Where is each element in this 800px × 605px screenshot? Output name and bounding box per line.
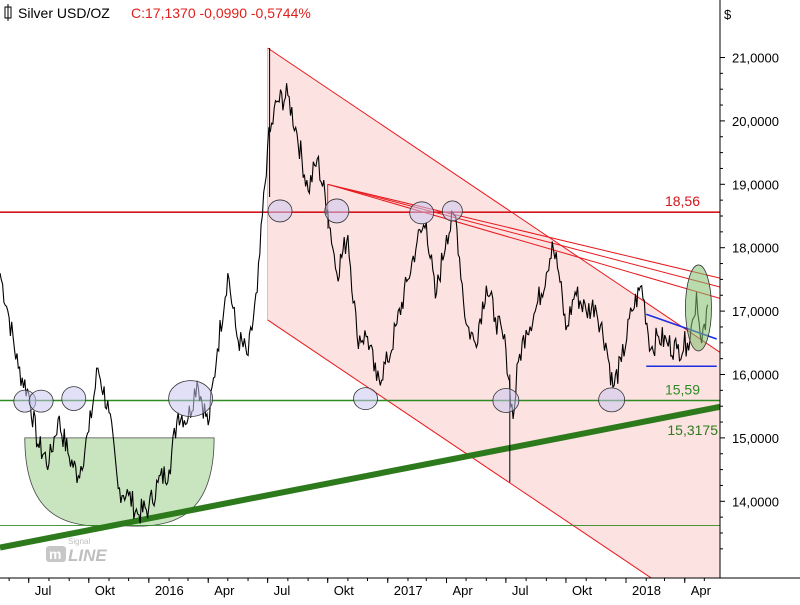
level-label-1: 15,59 xyxy=(665,381,700,397)
x-tick-label: Jul xyxy=(35,583,52,598)
price-series-line xyxy=(0,83,709,524)
x-tick-label: 2016 xyxy=(155,583,184,598)
x-tick-label: Apr xyxy=(214,583,235,598)
watermark-logo: m LINE Signal xyxy=(46,537,107,565)
touch-circle-6 xyxy=(353,387,378,410)
chart-symbol: Silver USD/OZ xyxy=(18,5,110,21)
touch-circle-1 xyxy=(28,389,54,413)
y-tick-label: 20,0000 xyxy=(732,114,779,129)
resistance-fan-line-0 xyxy=(327,183,720,288)
x-tick-label: Okt xyxy=(572,583,593,598)
touch-circle-7 xyxy=(409,201,435,225)
touch-circle-3 xyxy=(168,380,214,417)
watermark-badge xyxy=(46,546,66,562)
x-tick-label: Apr xyxy=(452,583,473,598)
touch-circle-4 xyxy=(267,199,293,223)
touch-circle-8 xyxy=(441,200,463,222)
y-tick-label: 18,0000 xyxy=(732,241,779,256)
watermark-brand: LINE xyxy=(68,546,107,565)
channel-lower-line xyxy=(267,319,653,578)
touch-circle-5 xyxy=(324,198,350,224)
y-tick-label: 15,0000 xyxy=(732,431,779,446)
touch-circle-2 xyxy=(61,386,87,411)
touch-circle-10 xyxy=(598,387,626,413)
chart-close-value: C:17,1370 -0,0990 -0,5744% xyxy=(131,5,311,21)
chart-header: Silver USD/OZ C:17,1370 -0,0990 -0,5744% xyxy=(4,4,311,21)
resistance-fan-line-2 xyxy=(327,183,720,299)
x-tick-label: Okt xyxy=(95,583,116,598)
x-tick-label: Okt xyxy=(334,583,355,598)
y-tick-label: 17,0000 xyxy=(732,304,779,319)
watermark-badge-letter: m xyxy=(49,546,61,562)
watermark-tag: Signal xyxy=(68,537,90,546)
x-tick-label: Jul xyxy=(512,583,529,598)
trendline-label: 15,3175 xyxy=(667,422,718,438)
y-tick-label: 21,0000 xyxy=(732,51,779,66)
resistance-fan-line-1 xyxy=(327,183,720,279)
long-term-trendline xyxy=(0,403,720,551)
breakout-target-ellipse xyxy=(685,264,712,352)
x-tick-label: Apr xyxy=(691,583,712,598)
x-tick-label: 2018 xyxy=(632,583,661,598)
level-label-0: 18,56 xyxy=(665,193,700,209)
currency-label: $ xyxy=(724,7,732,22)
x-tick-label: 2017 xyxy=(394,583,423,598)
y-tick-label: 14,0000 xyxy=(732,494,779,509)
y-tick-label: 19,0000 xyxy=(732,177,779,192)
touch-circle-9 xyxy=(492,388,520,413)
y-tick-label: 16,0000 xyxy=(732,368,779,383)
x-tick-label: Jul xyxy=(274,583,291,598)
